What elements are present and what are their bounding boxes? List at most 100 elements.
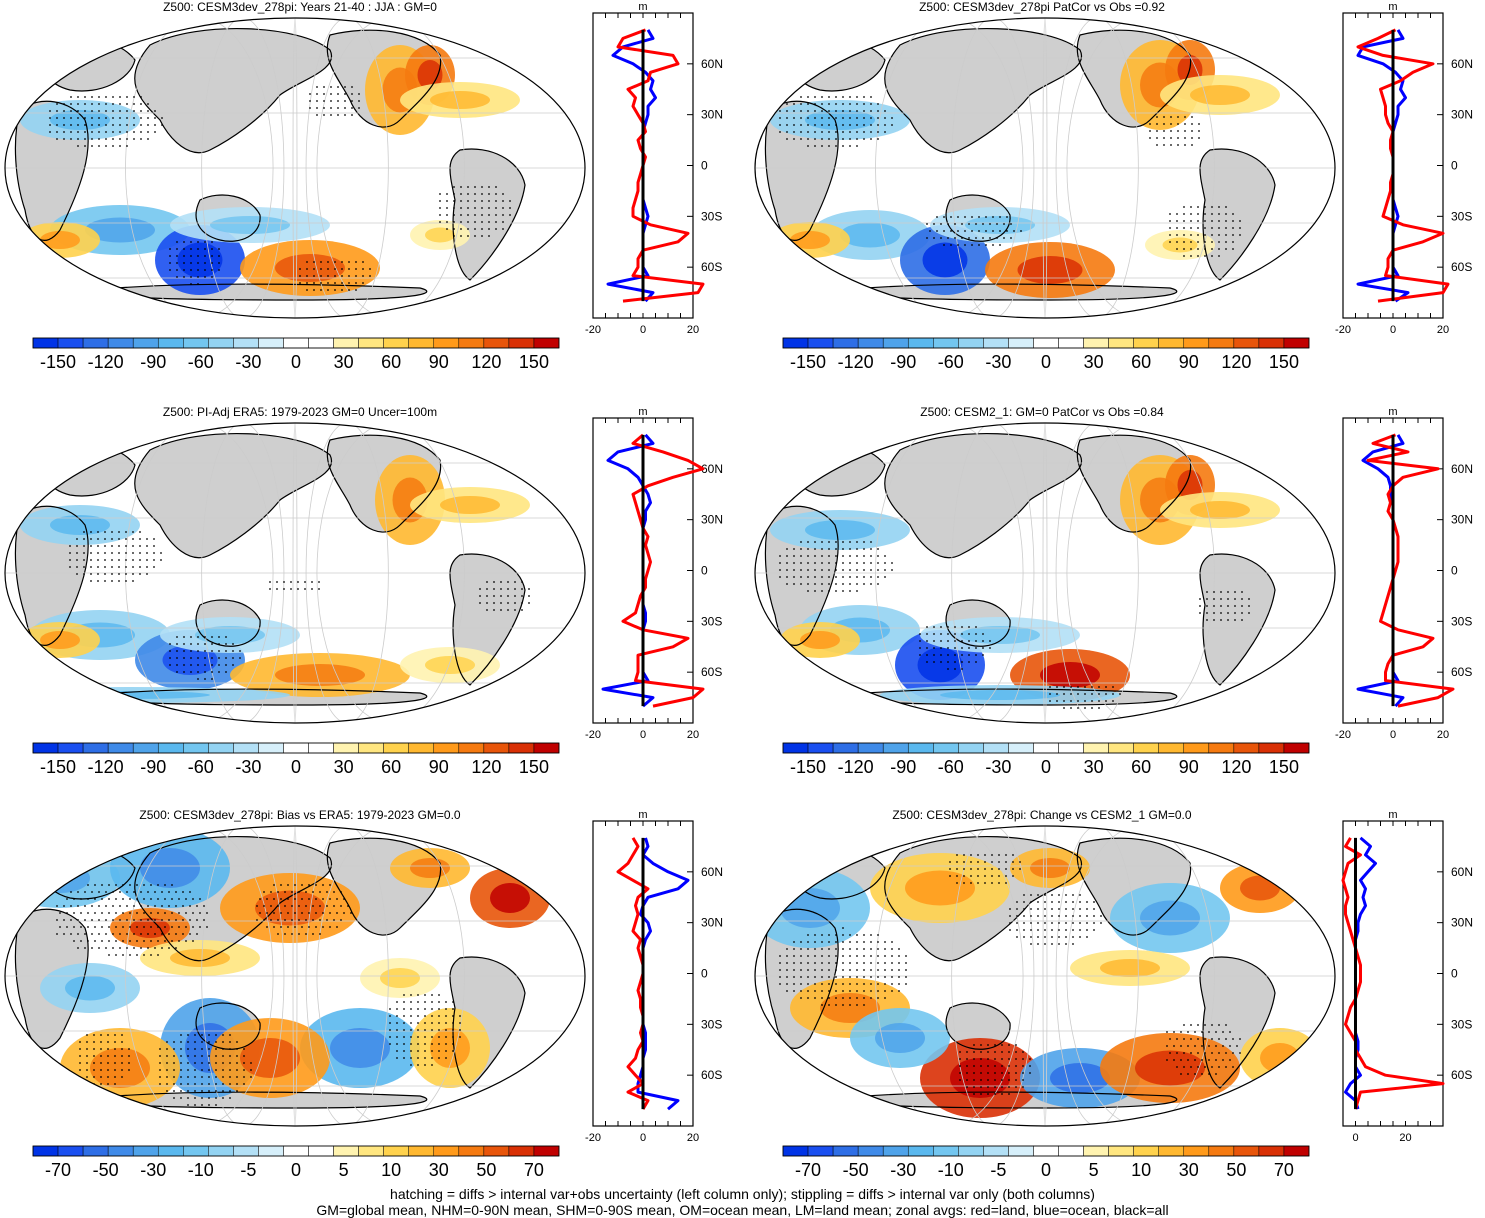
stipple-dot — [849, 934, 851, 936]
stipple-dot — [270, 919, 272, 921]
stipple-dot — [1037, 929, 1039, 931]
stipple-dot — [1232, 213, 1234, 215]
stipple-dot — [940, 647, 942, 649]
stipple-dot — [514, 588, 516, 590]
zonal-lat-label: 30N — [1451, 108, 1473, 122]
stipple-dot — [259, 912, 261, 914]
continent-fill — [90, 1092, 427, 1108]
colorbar-tick-label: 30 — [334, 757, 354, 777]
stipple-dot — [1197, 1038, 1199, 1040]
stipple-dot — [856, 969, 858, 971]
stipple-dot — [190, 664, 192, 666]
stipple-dot — [160, 559, 162, 561]
stipple-dot — [183, 636, 185, 638]
stipple-dot — [954, 237, 956, 239]
stipple-dot — [204, 678, 206, 680]
stipple-dot — [129, 884, 131, 886]
stipple-dot — [239, 650, 241, 652]
zonal-lat-label: 60S — [1451, 1068, 1472, 1082]
stipple-dot — [100, 1048, 102, 1050]
stipple-dot — [203, 905, 205, 907]
stipple-dot — [73, 926, 75, 928]
stipple-dot — [877, 948, 879, 950]
stipple-dot — [828, 955, 830, 957]
stipple-dot — [985, 216, 987, 218]
stipple-dot — [884, 976, 886, 978]
stipple-dot — [348, 268, 350, 270]
coastline — [1076, 837, 1192, 936]
stipple-dot — [459, 1029, 461, 1031]
stipple-dot — [1012, 854, 1014, 856]
stipple-dot — [1218, 1066, 1220, 1068]
colorbar: -150 -120 -90 -60 -30 0 30 60 90 120 150 — [32, 337, 560, 372]
stipple-dot — [126, 891, 128, 893]
stipple-dot — [250, 1062, 252, 1064]
stipple-dot — [173, 1076, 175, 1078]
colorbar-swatch — [933, 337, 959, 349]
stipple-dot — [139, 566, 141, 568]
colorbar-swatch — [483, 742, 510, 754]
stipple-dot — [1063, 693, 1065, 695]
stipple-dot — [1056, 700, 1058, 702]
stipple-dot — [182, 933, 184, 935]
stipple-dot — [182, 919, 184, 921]
stipple-dot — [1234, 591, 1236, 593]
stipple-dot — [856, 117, 858, 119]
colorbar-frame — [32, 1145, 560, 1157]
stipple-dot — [87, 940, 89, 942]
stipple-dot — [1086, 936, 1088, 938]
stipple-dot — [933, 223, 935, 225]
stipple-dot — [122, 926, 124, 928]
stipple-dot — [403, 1043, 405, 1045]
stipple-dot — [1015, 1058, 1017, 1060]
stipple-dot — [947, 640, 949, 642]
colorbar: -70 -50 -30 -10 -5 0 5 10 30 50 70 — [782, 1145, 1310, 1180]
stipple-dot — [49, 131, 51, 133]
stipple-dot — [940, 223, 942, 225]
stipple-dot — [222, 1062, 224, 1064]
stipple-dot — [961, 237, 963, 239]
stipple-dot — [112, 131, 114, 133]
zonal-unit-label: m — [638, 809, 647, 821]
stipple-dot — [779, 124, 781, 126]
stipple-dot — [273, 912, 275, 914]
stipple-dot — [842, 548, 844, 550]
stipple-dot — [987, 1065, 989, 1067]
stipple-dot — [389, 1015, 391, 1017]
stipple-dot — [336, 898, 338, 900]
stipple-dot — [929, 230, 931, 232]
stipple-dot — [814, 138, 816, 140]
stipple-dot — [891, 948, 893, 950]
stipple-dot — [112, 124, 114, 126]
coastline — [326, 29, 442, 128]
colorbar-tick-label: -30 — [235, 352, 261, 372]
stipple-dot — [849, 962, 851, 964]
stipple-dot — [166, 1069, 168, 1071]
stipple-dot — [93, 1055, 95, 1057]
stipple-dot — [521, 581, 523, 583]
zonal-lat-label: 30N — [701, 513, 723, 527]
stipple-dot — [800, 110, 802, 112]
stipple-dot — [438, 1036, 440, 1038]
colorbar-swatch — [983, 742, 1009, 754]
stipple-dot — [814, 576, 816, 578]
stipple-dot — [992, 216, 994, 218]
stipple-dot — [992, 244, 994, 246]
colorbar-tick-label: 60 — [381, 757, 401, 777]
stipple-dot — [236, 1062, 238, 1064]
stipple-dot — [495, 228, 497, 230]
stipple-dot — [83, 566, 85, 568]
stipple-dot — [1222, 1045, 1224, 1047]
stipple-dot — [294, 912, 296, 914]
stipple-dot — [154, 919, 156, 921]
panel-title: Z500: CESM3dev_278pi: Bias vs ERA5: 1979… — [139, 808, 461, 822]
stipple-dot — [97, 531, 99, 533]
stipple-dot — [1218, 241, 1220, 243]
stipple-dot — [77, 947, 79, 949]
stipple-dot — [835, 541, 837, 543]
stipple-dot — [263, 919, 265, 921]
stipple-dot — [987, 1051, 989, 1053]
stipple-dot — [786, 548, 788, 550]
stipple-dot — [147, 117, 149, 119]
stipple-region — [169, 241, 220, 285]
